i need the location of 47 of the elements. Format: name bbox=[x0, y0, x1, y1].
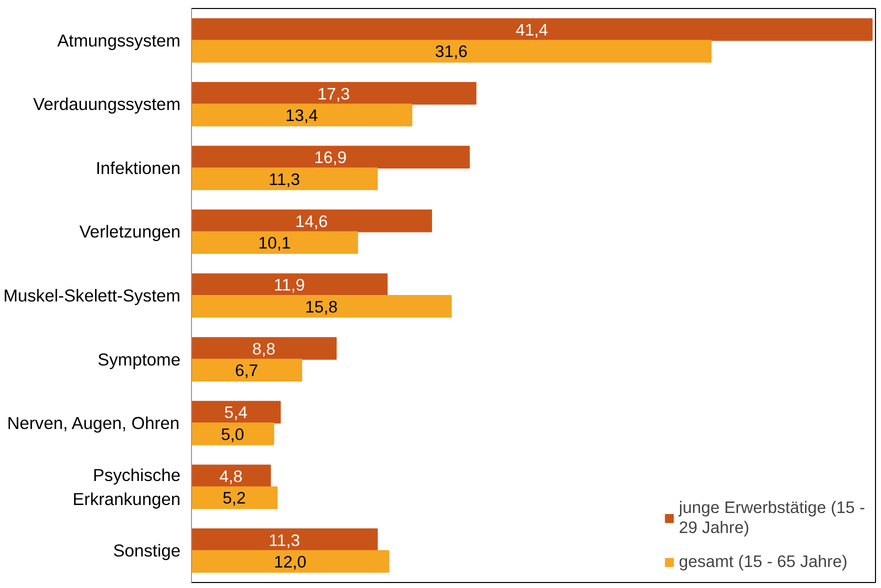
bar bbox=[192, 18, 873, 41]
bar bbox=[192, 231, 358, 254]
data-label: 5,0 bbox=[221, 424, 244, 444]
bar bbox=[192, 550, 390, 573]
data-label: 5,2 bbox=[222, 488, 246, 508]
bar bbox=[192, 82, 476, 105]
bar bbox=[192, 358, 302, 382]
bar bbox=[192, 167, 378, 190]
y-tick-label: Symptome bbox=[98, 349, 181, 370]
data-label: 11,9 bbox=[274, 276, 305, 295]
legend-label: gesamt (15 - 65 Jahre) bbox=[678, 552, 848, 572]
data-label: 17,3 bbox=[317, 84, 350, 104]
bar bbox=[192, 210, 432, 232]
bar bbox=[192, 464, 271, 488]
data-label: 6,7 bbox=[234, 361, 258, 380]
y-tick-label: Verdauungssystem bbox=[33, 94, 180, 114]
bar bbox=[192, 337, 337, 360]
data-label: 14,6 bbox=[295, 212, 328, 231]
data-label: 11,3 bbox=[268, 170, 300, 189]
y-tick-label: Psychische Erkrankungen bbox=[72, 464, 181, 509]
data-label: 4,8 bbox=[219, 466, 243, 486]
bar bbox=[192, 295, 452, 318]
y-tick-label: Infektionen bbox=[96, 158, 180, 178]
bar bbox=[192, 400, 281, 424]
bar bbox=[192, 40, 712, 63]
bar bbox=[192, 146, 470, 168]
y-tick-label: Sonstige bbox=[113, 540, 181, 561]
bar bbox=[192, 486, 278, 510]
y-tick-label: Nerven, Augen, Ohren bbox=[7, 413, 180, 434]
data-label: 12,0 bbox=[274, 552, 306, 572]
bar bbox=[192, 422, 274, 446]
data-label: 5,4 bbox=[224, 403, 248, 422]
y-tick-label: Verletzungen bbox=[79, 222, 181, 242]
data-label: 13,4 bbox=[285, 106, 318, 126]
bar bbox=[192, 273, 388, 296]
bar bbox=[192, 104, 412, 126]
data-label: 31,6 bbox=[435, 42, 468, 62]
data-label: 11,3 bbox=[268, 530, 300, 550]
data-label: 15,8 bbox=[305, 297, 338, 316]
y-tick-label: Atmungssystem bbox=[57, 30, 181, 50]
data-label: 16,9 bbox=[314, 148, 347, 168]
bar bbox=[192, 528, 378, 552]
data-label: 8,8 bbox=[252, 339, 276, 358]
data-label: 10,1 bbox=[258, 234, 291, 253]
y-tick-label: Muskel-Skelett-System bbox=[3, 286, 181, 306]
data-label: 41,4 bbox=[516, 20, 548, 40]
legend-label: junge Erwerbstätige (15 - 29 Jahre) bbox=[678, 498, 865, 538]
